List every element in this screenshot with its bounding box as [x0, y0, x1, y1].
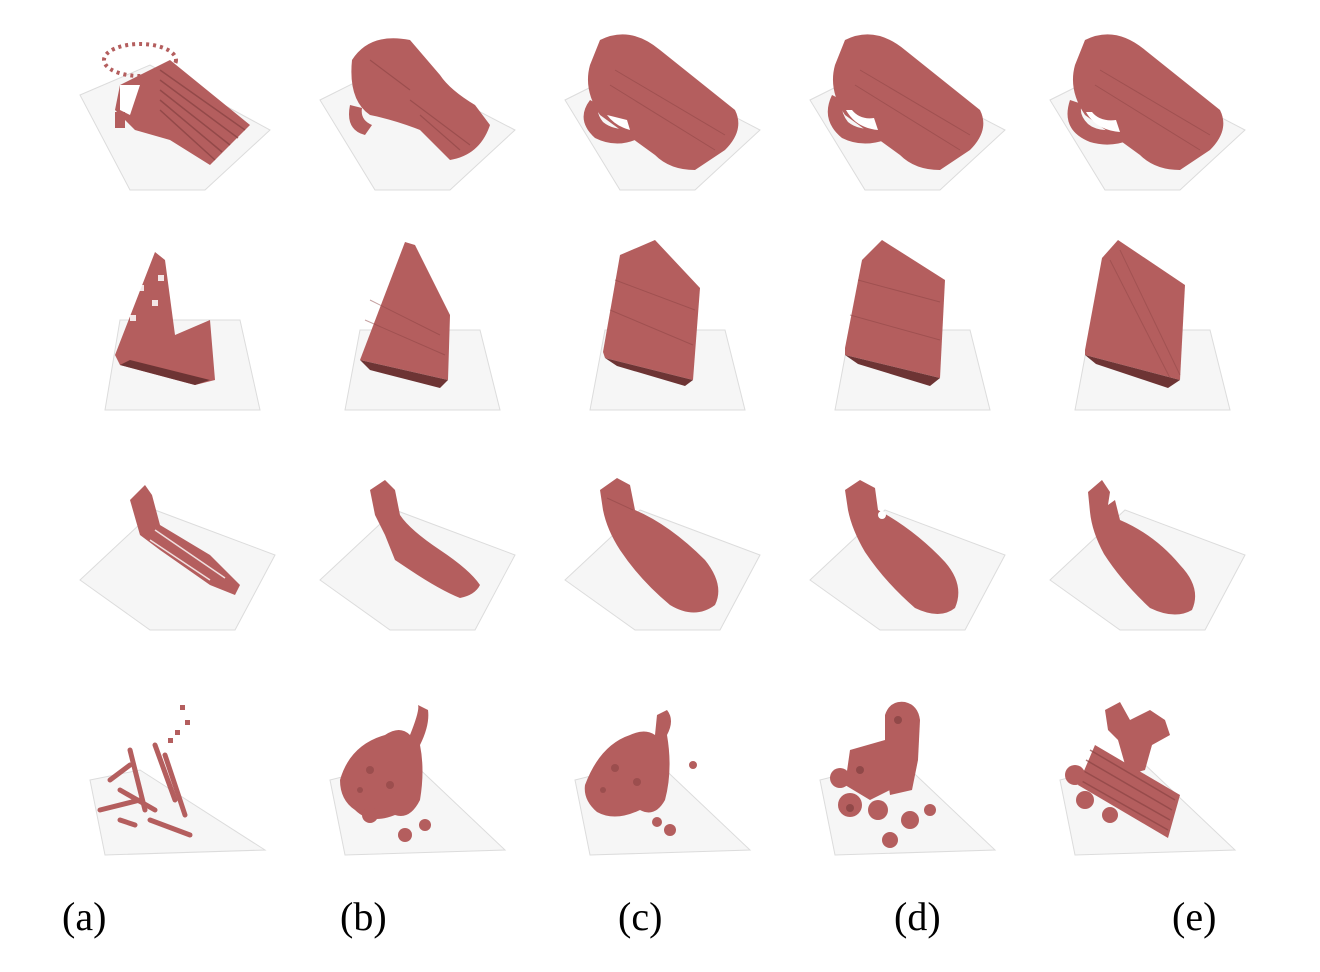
voxel-bottle-b	[300, 470, 540, 690]
voxel-mug-d	[790, 20, 1030, 240]
voxel-object-e	[1030, 690, 1270, 910]
voxel-object-b	[300, 690, 540, 910]
voxel-block-c	[545, 240, 785, 460]
column-label-d: (d)	[894, 894, 941, 939]
column-label-b: (b)	[340, 894, 387, 939]
voxel-block-d	[790, 240, 1030, 460]
voxel-mug-c	[545, 20, 785, 240]
column-label-a: (a)	[62, 894, 107, 939]
voxel-mug-a	[60, 20, 300, 240]
voxel-mug-b	[300, 20, 540, 240]
voxel-block-b	[300, 240, 540, 460]
voxel-bottle-d	[790, 470, 1030, 690]
column-label-c: (c)	[618, 894, 663, 939]
voxel-block-a	[60, 240, 300, 460]
voxel-bottle-a	[60, 470, 300, 690]
voxel-object-d	[790, 690, 1030, 910]
column-label-e: (e)	[1172, 894, 1217, 939]
voxel-object-a	[60, 690, 300, 910]
voxel-object-c	[545, 690, 785, 910]
voxel-bottle-e	[1030, 470, 1270, 690]
voxel-block-e	[1030, 240, 1270, 460]
voxel-bottle-c	[545, 470, 785, 690]
voxel-mug-e	[1030, 20, 1270, 240]
